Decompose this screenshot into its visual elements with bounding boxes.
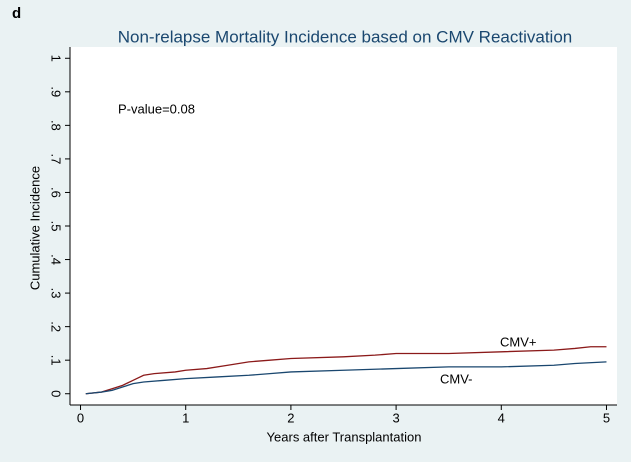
series-label: CMV+ [500, 334, 536, 349]
annotation: P-value=0.08 [118, 101, 195, 116]
x-tick-label: 4 [498, 410, 505, 425]
y-tick-label: .1 [49, 355, 64, 366]
series-line [85, 361, 607, 395]
y-tick-label: .6 [49, 187, 64, 198]
panel-label: d [12, 5, 21, 22]
y-tick-label: .5 [49, 221, 64, 232]
x-axis-label: Years after Transplantation [267, 429, 422, 444]
x-tick-label: 1 [182, 410, 189, 425]
y-tick-label: .3 [49, 288, 64, 299]
y-tick-label: .2 [49, 321, 64, 332]
y-tick-label: .7 [49, 153, 64, 164]
x-tick-label: 3 [392, 410, 399, 425]
x-tick-label: 2 [287, 410, 294, 425]
y-tick-label: 0 [49, 390, 64, 397]
y-axis-label: Cumulative Incidence [27, 166, 42, 290]
y-tick-label: .9 [49, 86, 64, 97]
plot-area [70, 47, 617, 405]
chart-title: Non-relapse Mortality Incidence based on… [118, 27, 573, 46]
x-tick-label: 5 [603, 410, 610, 425]
x-tick-label: 0 [77, 410, 84, 425]
y-tick-label: .8 [49, 120, 64, 131]
y-tick-label: 1 [49, 55, 64, 62]
y-tick-label: .4 [49, 254, 64, 265]
series-label: CMV- [440, 371, 473, 386]
series-line [85, 346, 607, 395]
